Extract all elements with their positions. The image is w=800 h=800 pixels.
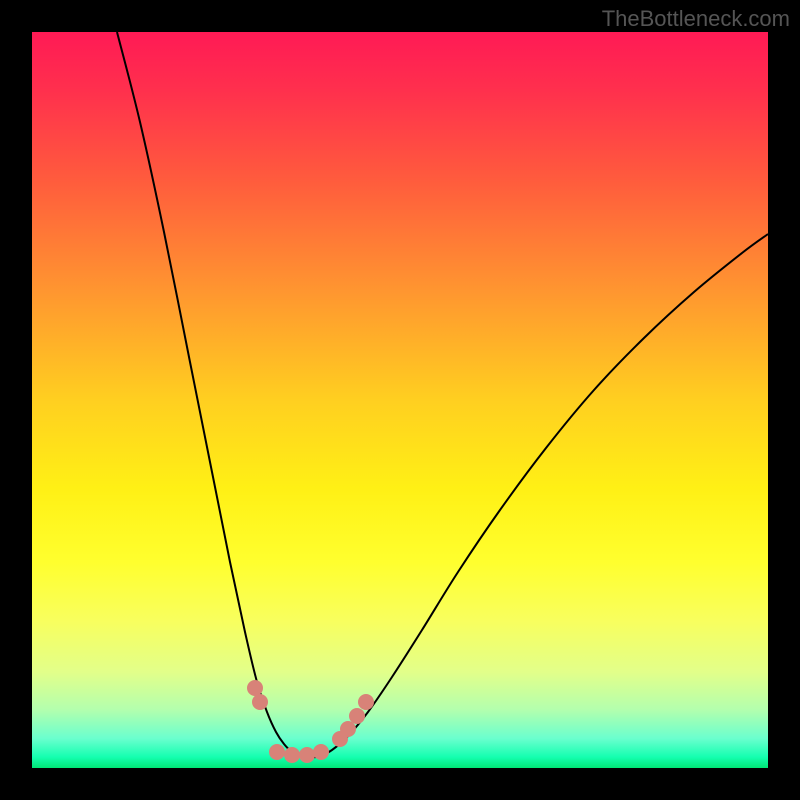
- marker-point: [270, 745, 285, 760]
- watermark-text: TheBottleneck.com: [602, 6, 790, 32]
- marker-point: [248, 681, 263, 696]
- bottleneck-chart: [32, 32, 768, 768]
- marker-point: [350, 709, 365, 724]
- chart-container: [32, 32, 768, 768]
- marker-point: [341, 722, 356, 737]
- marker-point: [253, 695, 268, 710]
- gradient-background: [32, 32, 768, 768]
- marker-point: [359, 695, 374, 710]
- marker-point: [285, 748, 300, 763]
- marker-point: [314, 745, 329, 760]
- marker-point: [300, 748, 315, 763]
